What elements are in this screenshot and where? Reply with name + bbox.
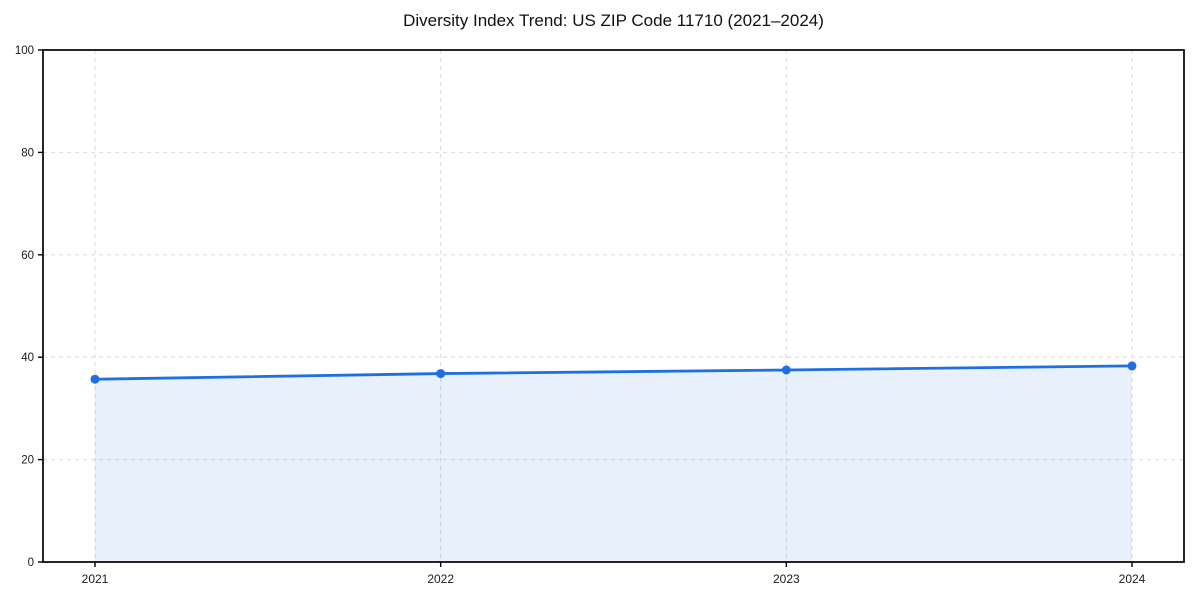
y-tick-label-0: 0 [28, 557, 34, 569]
x-tick-label-2024: 2024 [1119, 572, 1146, 586]
x-tick-label-2023: 2023 [773, 572, 800, 586]
y-tick-label-100: 100 [15, 45, 34, 57]
chart-title: Diversity Index Trend: US ZIP Code 11710… [403, 11, 824, 30]
x-tick-label-2021: 2021 [82, 572, 109, 586]
y-tick-label-20: 20 [21, 455, 34, 467]
y-tick-label-60: 60 [21, 250, 34, 262]
area-fill [95, 365, 1132, 562]
plot-border [42, 49, 1185, 563]
y-tick-label-80: 80 [21, 147, 34, 159]
data-point-2021 [90, 374, 100, 384]
x-tick-label-2022: 2022 [427, 572, 454, 586]
data-point-2022 [436, 369, 446, 379]
data-point-2024 [1127, 361, 1137, 371]
trend-line [93, 364, 1134, 381]
y-tick-label-40: 40 [21, 352, 34, 364]
data-point-2023 [781, 365, 791, 375]
